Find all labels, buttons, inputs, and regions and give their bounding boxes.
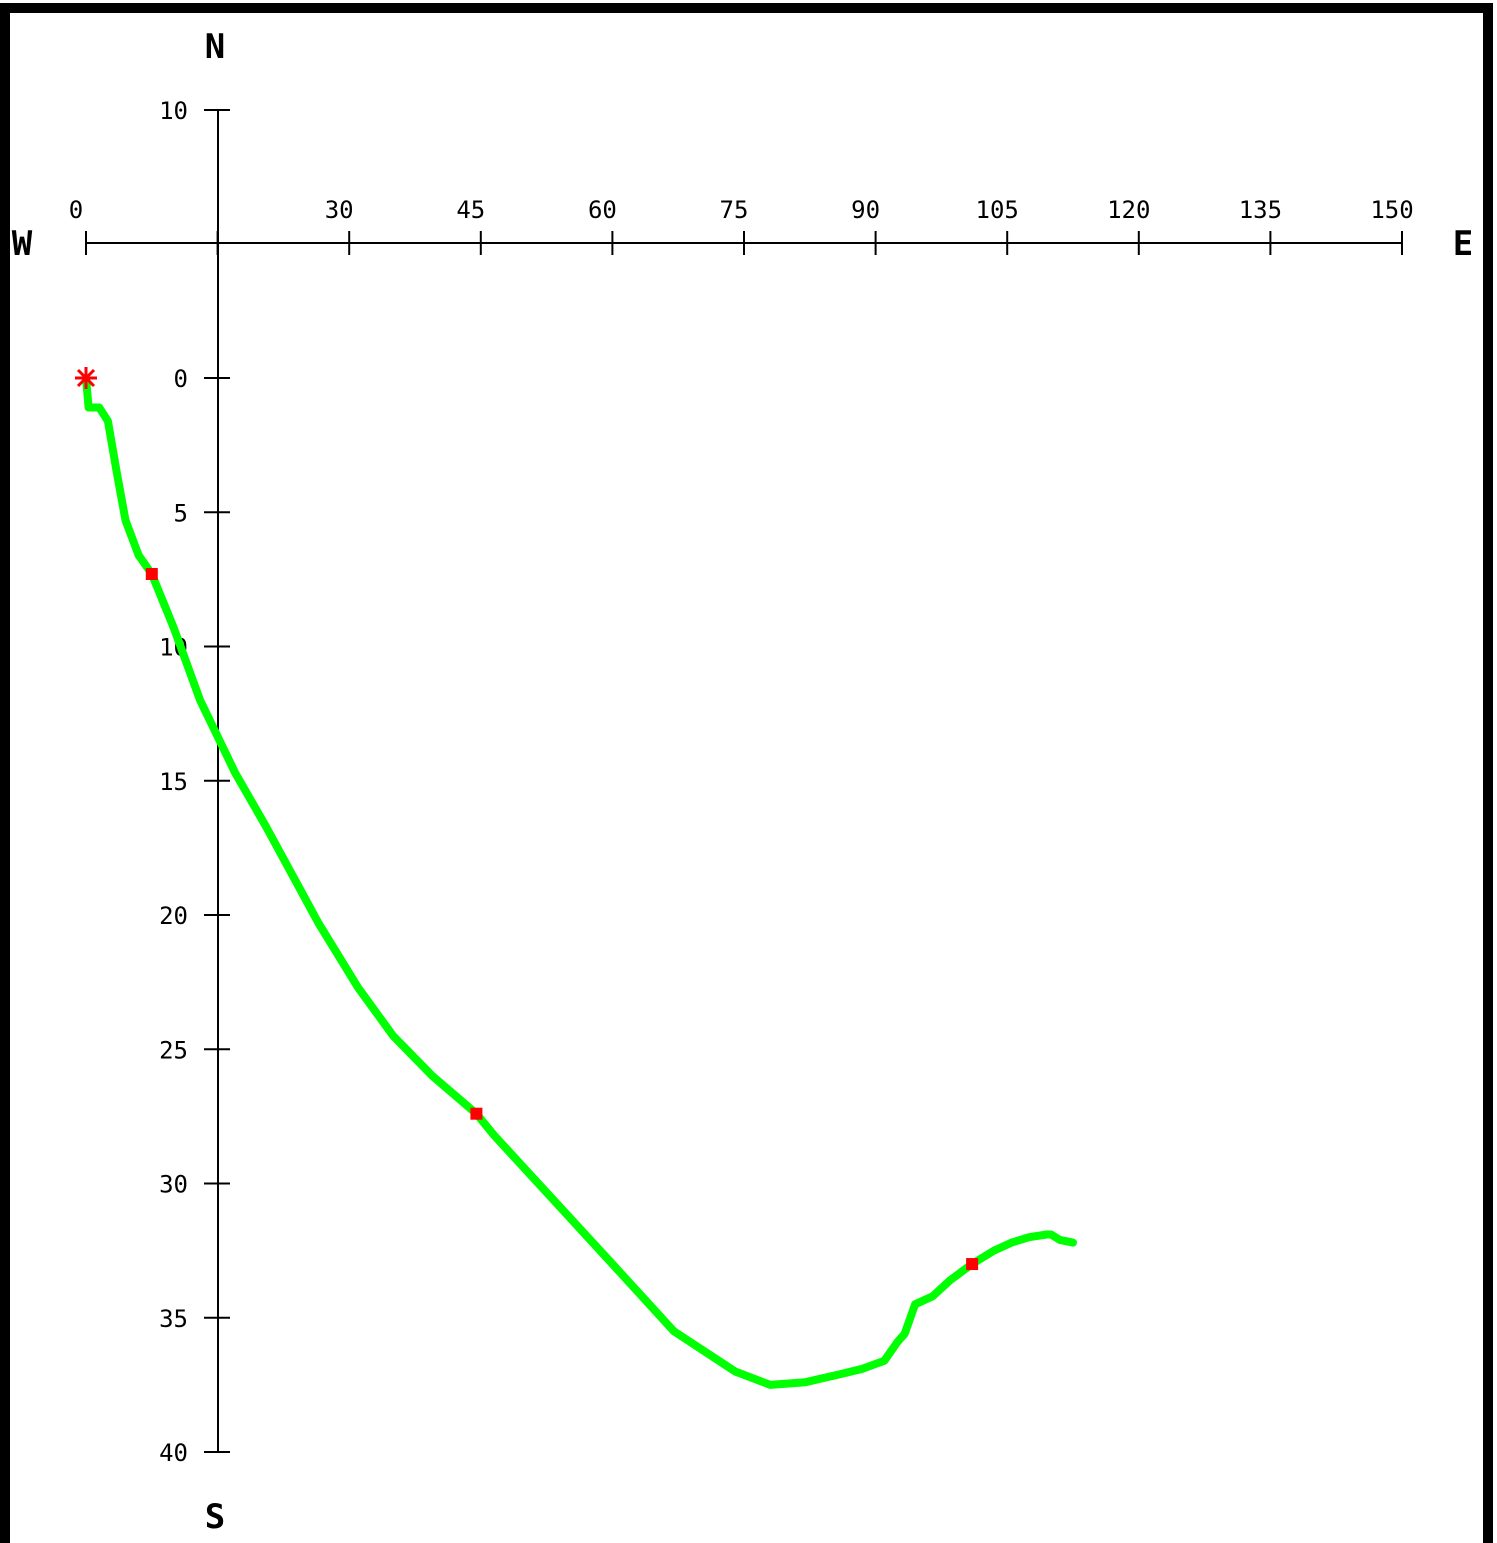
west-label: W bbox=[12, 224, 33, 264]
chart-frame bbox=[0, 3, 1493, 1543]
start-marker-stroke bbox=[76, 368, 96, 388]
x-tick-label: 135 bbox=[1239, 196, 1282, 224]
y-tick-label: 30 bbox=[159, 1171, 188, 1199]
y-tick-label: 15 bbox=[159, 768, 188, 796]
south-label: S bbox=[205, 1497, 225, 1537]
waypoint-marker bbox=[966, 1258, 979, 1271]
x-tick-label: 90 bbox=[851, 196, 880, 224]
y-tick-label: 25 bbox=[159, 1036, 188, 1064]
y-tick-label: 5 bbox=[174, 499, 188, 527]
north-label: N bbox=[205, 27, 225, 67]
x-tick-label: 105 bbox=[976, 196, 1019, 224]
y-tick-label: 35 bbox=[159, 1305, 188, 1333]
x-tick-label: 60 bbox=[588, 196, 617, 224]
y-tick-label: 0 bbox=[174, 365, 188, 393]
x-tick-label: 45 bbox=[456, 196, 485, 224]
x-tick-label: 75 bbox=[720, 196, 749, 224]
waypoint-marker bbox=[145, 568, 158, 581]
start-marker bbox=[75, 367, 97, 389]
x-tick-label: 150 bbox=[1370, 196, 1413, 224]
waypoint-marker bbox=[470, 1107, 483, 1120]
track-layer bbox=[82, 374, 1077, 1389]
marker-layer bbox=[75, 367, 979, 1271]
x-tick-label: 0 bbox=[69, 196, 83, 224]
x-tick-label: 30 bbox=[325, 196, 354, 224]
x-axis-ticks: 0 30 45 60 75 90 105 120 135 150 bbox=[69, 196, 1414, 255]
y-tick-label: 20 bbox=[159, 902, 188, 930]
y-tick-label: 40 bbox=[159, 1439, 188, 1467]
east-label: E bbox=[1453, 224, 1473, 264]
x-tick-label: 120 bbox=[1107, 196, 1150, 224]
track-line bbox=[82, 374, 1077, 1389]
y-tick-label: 10 bbox=[159, 97, 188, 125]
